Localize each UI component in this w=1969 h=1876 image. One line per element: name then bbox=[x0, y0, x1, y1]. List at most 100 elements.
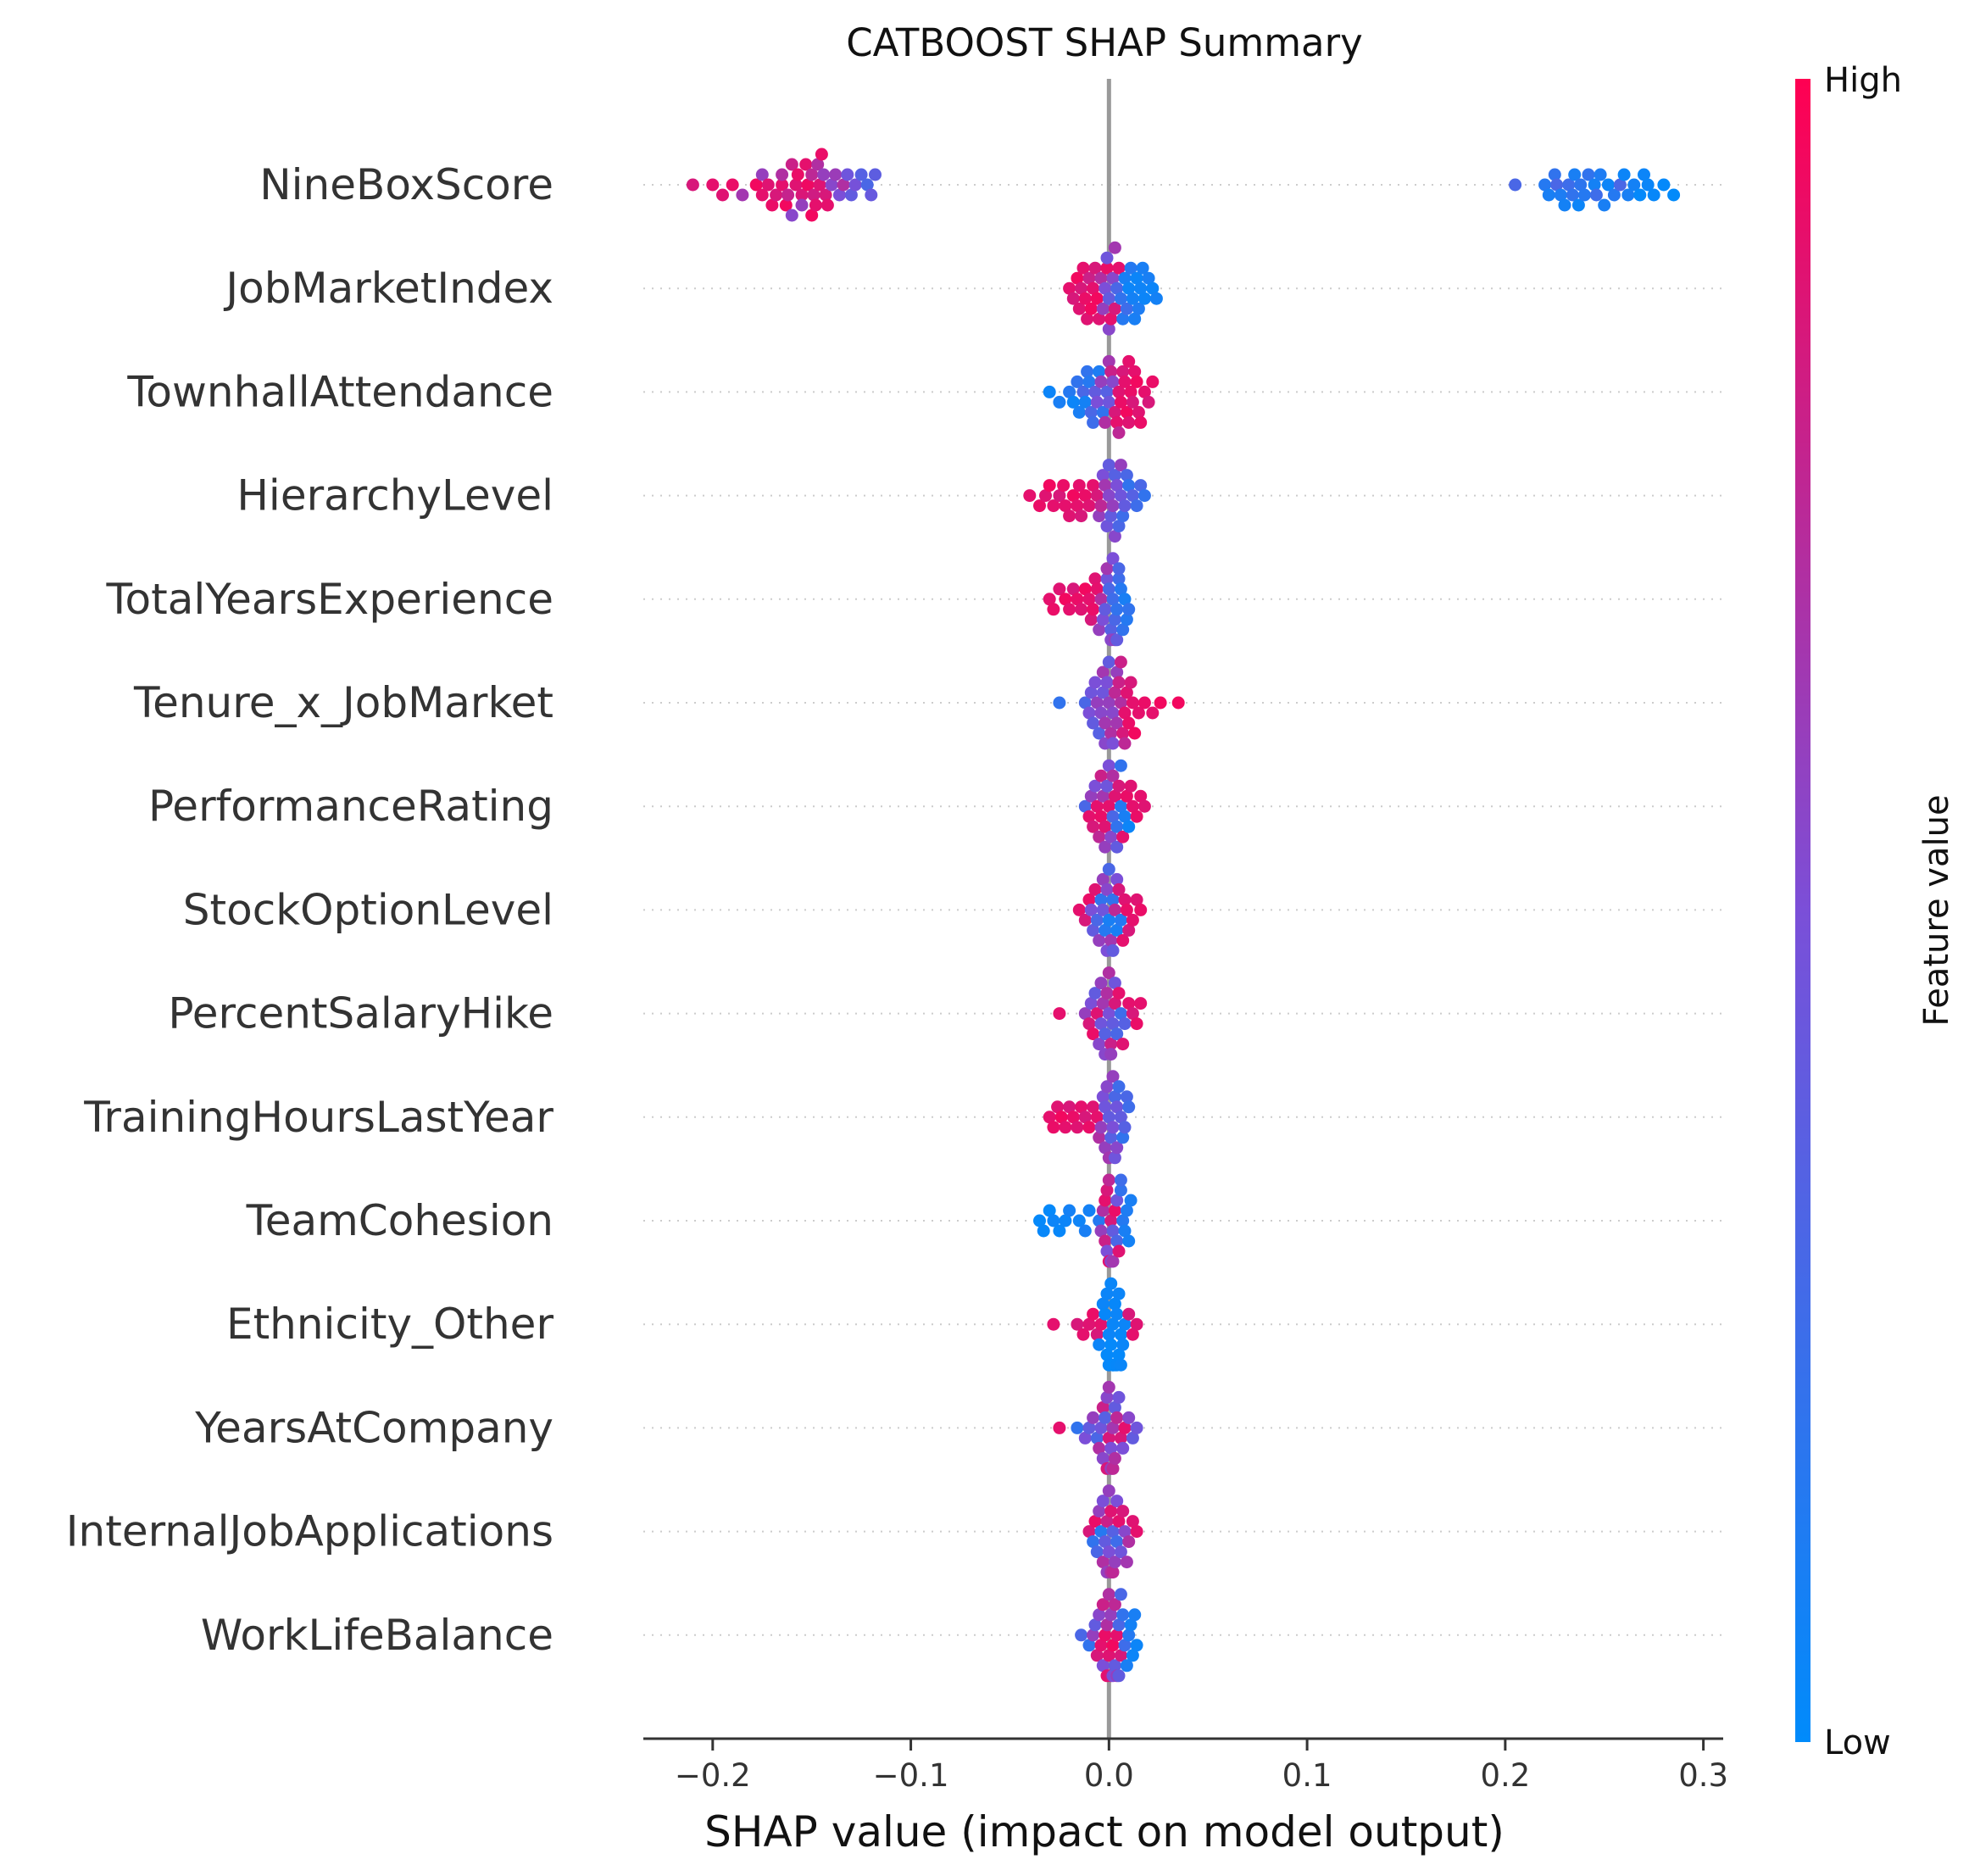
shap-point bbox=[1093, 1038, 1106, 1051]
shap-point bbox=[869, 168, 882, 181]
shap-point bbox=[1110, 1307, 1124, 1321]
shap-point bbox=[1099, 281, 1112, 295]
shap-point bbox=[1120, 1204, 1133, 1217]
shap-point bbox=[1093, 1214, 1106, 1227]
shap-point bbox=[1124, 1194, 1137, 1207]
shap-point bbox=[1120, 302, 1133, 315]
shap-point bbox=[1075, 1100, 1088, 1114]
shap-point bbox=[1110, 1628, 1124, 1642]
shap-point bbox=[1128, 312, 1142, 326]
shap-point bbox=[1094, 769, 1108, 782]
shap-point bbox=[1100, 251, 1114, 264]
shap-point bbox=[1099, 1234, 1112, 1248]
shap-point bbox=[865, 188, 878, 202]
shap-point bbox=[807, 188, 820, 202]
shap-point bbox=[1589, 188, 1603, 202]
shap-point bbox=[1106, 1017, 1120, 1031]
shap-point bbox=[1104, 312, 1118, 326]
shap-point bbox=[1087, 1100, 1100, 1114]
shap-point bbox=[1100, 1287, 1114, 1300]
shap-point bbox=[1093, 1131, 1106, 1144]
shap-point bbox=[1090, 1328, 1104, 1341]
shap-point bbox=[1106, 1566, 1120, 1579]
shap-point bbox=[1099, 603, 1112, 616]
shap-point bbox=[1106, 552, 1120, 565]
shap-point bbox=[1093, 623, 1106, 637]
shap-point bbox=[1126, 489, 1139, 503]
feature-label: TeamCohesion bbox=[246, 1196, 553, 1245]
shap-point bbox=[1598, 198, 1611, 212]
shap-point bbox=[1542, 188, 1555, 202]
shap-point bbox=[1112, 882, 1126, 896]
shap-point bbox=[1090, 582, 1104, 596]
shap-point bbox=[1118, 1017, 1132, 1031]
shap-point bbox=[1099, 1535, 1112, 1549]
shap-point bbox=[1053, 395, 1066, 409]
shap-point bbox=[1071, 375, 1084, 388]
shap-point bbox=[1118, 810, 1132, 823]
shap-point bbox=[1106, 737, 1120, 750]
shap-point bbox=[1102, 1328, 1115, 1341]
shap-point bbox=[1078, 1224, 1092, 1238]
shap-point bbox=[1114, 1111, 1127, 1124]
shap-point bbox=[841, 168, 854, 181]
shap-point bbox=[1106, 810, 1120, 823]
shap-point bbox=[1120, 1659, 1133, 1673]
shap-point bbox=[1082, 1121, 1096, 1134]
shap-point bbox=[1078, 696, 1092, 710]
shap-point bbox=[1087, 923, 1100, 937]
shap-point bbox=[1063, 509, 1076, 523]
shap-point bbox=[1037, 1224, 1050, 1238]
shap-point bbox=[811, 158, 825, 171]
shap-point bbox=[1132, 706, 1145, 720]
shap-point bbox=[1114, 1649, 1127, 1662]
shap-point bbox=[1114, 759, 1127, 772]
shap-point bbox=[854, 168, 868, 181]
shap-point bbox=[1047, 499, 1060, 513]
shap-point bbox=[1110, 665, 1124, 679]
shap-point bbox=[1057, 479, 1071, 493]
shap-point bbox=[1100, 987, 1114, 1000]
shap-point bbox=[791, 168, 804, 181]
x-axis-title: SHAP value (impact on model output) bbox=[704, 1807, 1505, 1857]
shap-point bbox=[1100, 572, 1114, 586]
shap-point bbox=[1096, 1090, 1110, 1104]
shap-point bbox=[1657, 178, 1671, 192]
shap-point bbox=[726, 178, 739, 192]
shap-point bbox=[1100, 1244, 1114, 1258]
shap-point bbox=[832, 188, 846, 202]
feature-label: PerformanceRating bbox=[148, 782, 553, 831]
shap-point bbox=[1108, 789, 1121, 803]
shap-point bbox=[1126, 1328, 1139, 1341]
shap-point bbox=[1078, 1007, 1092, 1021]
shap-point bbox=[1124, 1618, 1137, 1632]
shap-point bbox=[1102, 655, 1115, 669]
shap-point bbox=[1096, 665, 1110, 679]
shap-point bbox=[1116, 830, 1130, 843]
shap-point bbox=[1106, 499, 1120, 513]
shap-point bbox=[1099, 1100, 1112, 1114]
shap-point bbox=[1110, 633, 1124, 647]
shap-point bbox=[844, 188, 858, 202]
shap-point bbox=[1509, 178, 1522, 192]
shap-point bbox=[1104, 1131, 1118, 1144]
shap-point bbox=[1118, 1421, 1132, 1434]
shap-point bbox=[1093, 312, 1106, 326]
shap-point bbox=[1122, 1411, 1136, 1424]
shap-point bbox=[761, 178, 775, 192]
shap-point bbox=[1066, 395, 1080, 409]
shap-point bbox=[1110, 872, 1124, 886]
shap-point bbox=[1099, 1307, 1112, 1321]
shap-point bbox=[1094, 1017, 1108, 1031]
shap-point bbox=[1112, 1244, 1126, 1258]
shap-point bbox=[1110, 840, 1124, 854]
shap-point bbox=[1051, 1100, 1065, 1114]
shap-point bbox=[795, 198, 809, 212]
shap-point bbox=[1108, 1556, 1121, 1569]
shap-point bbox=[1066, 292, 1080, 305]
shap-point bbox=[1093, 1505, 1106, 1518]
shap-point bbox=[1106, 893, 1120, 906]
shap-point bbox=[1122, 354, 1136, 368]
shap-point bbox=[765, 198, 779, 212]
shap-point bbox=[1114, 655, 1127, 669]
